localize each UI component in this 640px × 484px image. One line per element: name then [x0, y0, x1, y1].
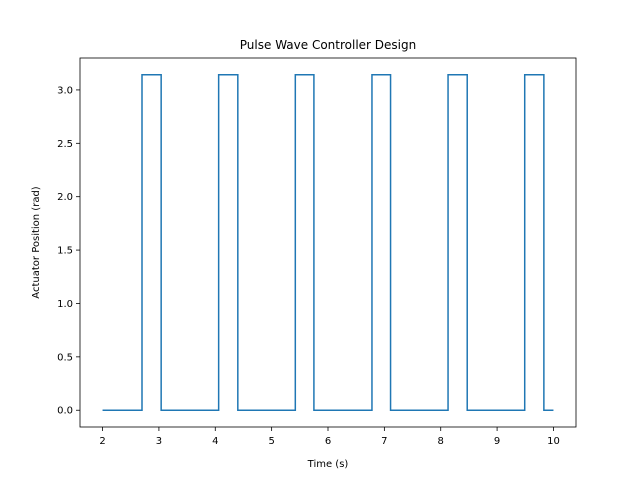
y-tick-label: 3.0 — [57, 85, 73, 96]
x-axis: 2 3 4 5 6 7 8 9 10 — [99, 427, 560, 447]
x-tick-label: 10 — [547, 436, 560, 447]
x-tick-label: 4 — [212, 436, 218, 447]
x-axis-label: Time (s) — [307, 459, 349, 470]
x-tick-label: 8 — [438, 436, 444, 447]
y-tick-label: 1.0 — [57, 299, 73, 310]
y-axis: 0.0 0.5 1.0 1.5 2.0 2.5 3.0 — [57, 85, 80, 417]
chart-title: Pulse Wave Controller Design — [240, 38, 416, 52]
x-tick-label: 6 — [325, 436, 331, 447]
plot-frame — [79, 57, 577, 428]
x-tick-label: 2 — [99, 436, 105, 447]
y-tick-label: 2.0 — [57, 192, 73, 203]
y-tick-label: 1.5 — [57, 246, 73, 257]
x-tick-label: 7 — [381, 436, 387, 447]
y-axis-label: Actuator Position (rad) — [31, 186, 42, 298]
y-tick-label: 2.5 — [57, 139, 73, 150]
y-tick-label: 0.0 — [57, 406, 73, 417]
x-tick-label: 3 — [156, 436, 162, 447]
x-tick-label: 5 — [268, 436, 274, 447]
x-tick-label: 9 — [494, 436, 500, 447]
series-line — [102, 74, 554, 411]
y-tick-label: 0.5 — [57, 352, 73, 363]
series-layer — [102, 74, 554, 411]
